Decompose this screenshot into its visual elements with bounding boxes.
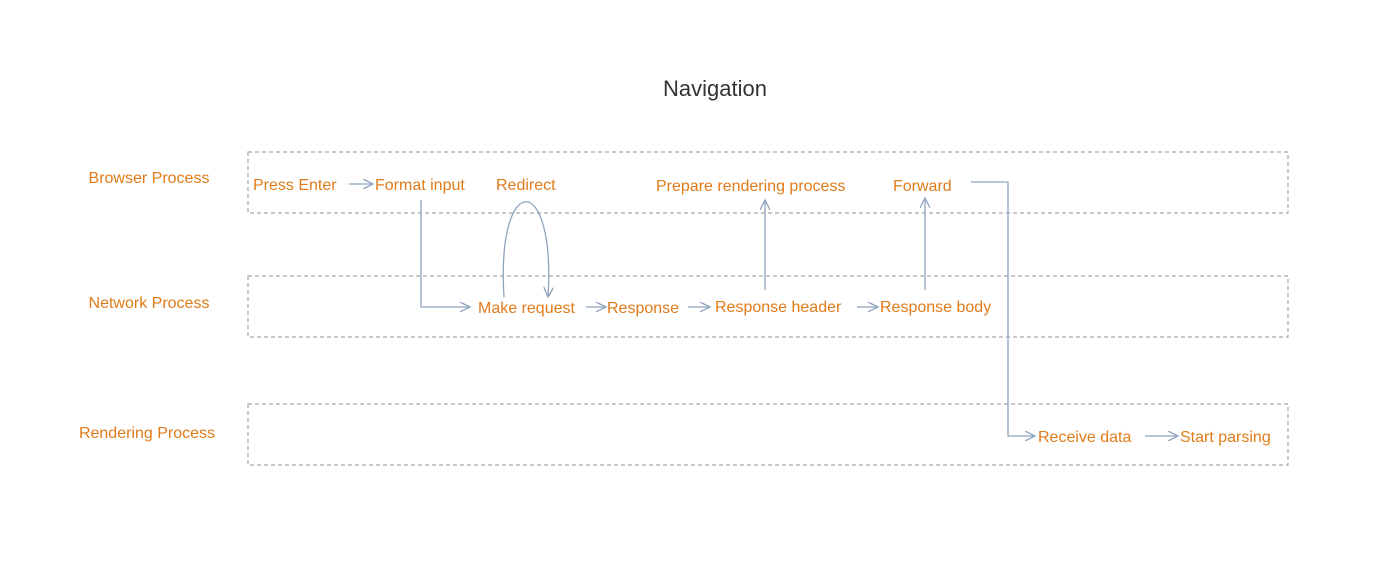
node-redirect: Redirect xyxy=(496,177,556,194)
node-response-body: Response body xyxy=(880,299,991,316)
node-format-input: Format input xyxy=(375,177,465,194)
edge-forward-to-receive-data xyxy=(971,181,1035,436)
lane-box-rendering xyxy=(247,403,1289,466)
edge-format-input-to-make-request xyxy=(420,200,470,307)
node-start-parsing: Start parsing xyxy=(1180,429,1271,446)
lane-box-browser xyxy=(247,151,1289,214)
edge-make-request-to-redirect-loop xyxy=(502,201,548,297)
node-response: Response xyxy=(607,300,679,317)
node-receive-data: Receive data xyxy=(1038,429,1131,446)
node-make-request: Make request xyxy=(478,300,575,317)
lane-label-rendering: Rendering Process xyxy=(79,425,215,442)
node-response-header: Response header xyxy=(715,299,842,316)
lane-box-network xyxy=(247,275,1289,338)
node-press-enter: Press Enter xyxy=(253,177,337,194)
diagram-title: Navigation xyxy=(663,76,767,101)
node-prepare-rendering-process: Prepare rendering process xyxy=(656,178,845,195)
lane-label-browser: Browser Process xyxy=(89,170,210,187)
lane-label-network: Network Process xyxy=(89,295,210,312)
node-forward: Forward xyxy=(893,178,952,195)
